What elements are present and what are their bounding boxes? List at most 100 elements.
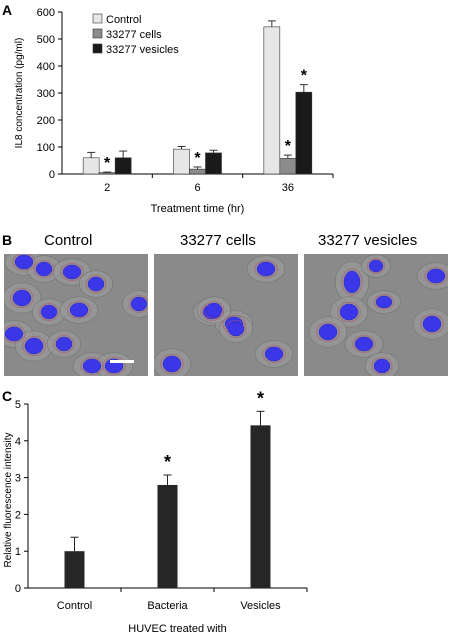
nucleus [4, 326, 24, 342]
nucleus [227, 321, 245, 337]
legend-swatch-a [92, 43, 103, 54]
micrograph-title-control: Control [44, 232, 93, 249]
x-axis-label-a: Treatment time (hr) [151, 203, 245, 215]
y-tick-label-c: 3 [15, 473, 21, 485]
x-axis-label-c: HUVEC treated with [128, 623, 226, 635]
y-tick-label-c: 5 [15, 399, 21, 411]
nucleus [373, 358, 391, 374]
legend-label-a: 33277 cells [106, 29, 162, 41]
cytoplasm-stain [85, 275, 107, 293]
cytoplasm-stain [102, 357, 126, 375]
legend-swatch-a [92, 28, 103, 39]
y-tick-label-a: 300 [37, 88, 55, 100]
y-tick-label-c: 0 [15, 583, 21, 595]
nucleus [12, 289, 32, 307]
bar-a [114, 157, 132, 175]
cytoplasm-stain [53, 335, 75, 353]
bar-c [250, 425, 271, 588]
cytoplasm-stain [337, 302, 361, 323]
cytoplasm-stain [420, 314, 444, 335]
nucleus [264, 346, 284, 362]
cytoplasm-stain [10, 288, 34, 309]
nucleus [87, 276, 105, 292]
x-tick-label-c: Bacteria [147, 600, 188, 612]
cytoplasm-stain [316, 322, 340, 343]
micrograph-title-vesicles: 33277 vesicles [318, 232, 418, 249]
cytoplasm-stain [254, 260, 278, 278]
nucleus [375, 295, 393, 309]
significance-star-a: * [104, 155, 111, 172]
x-tick-label-a: 6 [194, 182, 200, 194]
significance-star-a: * [301, 68, 308, 85]
cytoplasm-stain [262, 345, 286, 363]
nucleus [24, 337, 44, 355]
bar-a [98, 172, 116, 175]
legend-label-a: Control [106, 14, 141, 26]
significance-star-a: * [285, 138, 292, 155]
cytoplasm-stain [38, 303, 60, 321]
bar-a [263, 26, 281, 175]
nucleus [55, 336, 73, 352]
x-tick-label-a: 36 [282, 182, 294, 194]
x-tick-label-a: 2 [104, 182, 110, 194]
cytoplasm-stain [33, 260, 55, 278]
il8-bar-chart: 0 100 200 300 400 500 600 IL8 concentration (pg… [14, 7, 334, 215]
y-tick-label-a: 600 [37, 7, 55, 19]
bar-a [279, 158, 297, 175]
y-tick-label-a: 100 [37, 142, 55, 154]
nucleus [62, 264, 82, 280]
micrograph-control [4, 254, 148, 376]
nucleus [426, 268, 446, 284]
y-tick-label-a: 0 [49, 169, 55, 181]
cytoplasm-stain [373, 294, 395, 310]
nucleus [354, 336, 374, 352]
nucleus [162, 355, 182, 373]
significance-star-a: * [194, 150, 201, 167]
significance-star-c: * [164, 452, 171, 472]
x-tick-label-c: Control [57, 600, 92, 612]
cytoplasm-stain [67, 301, 91, 319]
bar-a [173, 148, 190, 175]
nucleus [256, 261, 276, 277]
panel-c-letter: C [2, 388, 13, 404]
cytoplasm-stain [352, 335, 376, 353]
cytoplasm-stain [4, 325, 26, 343]
cytoplasm-stain [203, 301, 225, 319]
cytoplasm-stain [366, 258, 386, 274]
panel-a-letter: A [2, 2, 13, 18]
nucleus [69, 302, 89, 318]
cytoplasm-stain [424, 267, 448, 285]
cytoplasm-stain [12, 254, 36, 271]
cytoplasm-stain [128, 295, 148, 313]
nucleus [343, 270, 361, 294]
scale-bar [110, 360, 134, 363]
y-tick-label-c: 1 [15, 546, 21, 558]
nucleus [368, 259, 384, 273]
legend-label-a: 33277 vesicles [106, 44, 179, 56]
y-tick-label-a: 200 [37, 115, 55, 127]
micrograph-cells [154, 254, 298, 376]
y-axis-label-a: IL8 concentration (pg/ml) [14, 38, 25, 149]
nucleus [40, 304, 58, 320]
bar-a [295, 91, 313, 175]
bar-a [82, 157, 100, 175]
cytoplasm-stain [22, 336, 46, 357]
cytoplasm-stain [60, 263, 84, 281]
nucleus [130, 296, 148, 312]
significance-star-c: * [257, 388, 264, 408]
cytoplasm-stain [371, 357, 393, 375]
micrograph-vesicles [304, 254, 448, 376]
y-tick-label-c: 2 [15, 509, 21, 521]
bar-a [189, 168, 206, 175]
fluorescence-bar-chart: 0 1 2 3 4 5 Relative fluorescence intensity Con… [3, 388, 308, 635]
cytoplasm-stain [160, 354, 184, 375]
nucleus [82, 358, 102, 374]
nucleus [318, 323, 338, 341]
bar-c [157, 484, 178, 588]
cytoplasm-stain [225, 320, 247, 338]
nucleus [14, 254, 34, 270]
bar-c [64, 551, 85, 588]
legend-swatch-a [92, 13, 103, 24]
nucleus [35, 261, 53, 277]
x-tick-label-c: Vesicles [240, 600, 281, 612]
